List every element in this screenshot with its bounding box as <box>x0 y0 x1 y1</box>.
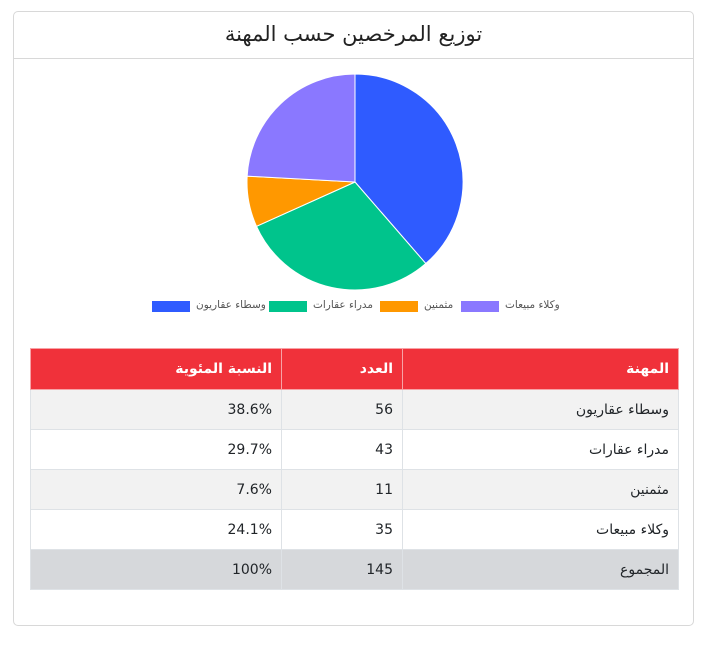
pie-slice-3 <box>246 73 356 183</box>
card-header: توزيع المرخصين حسب المهنة <box>14 12 693 59</box>
total-percent: 100% <box>30 549 282 590</box>
cell-count: 43 <box>281 429 403 470</box>
table-total-row: المجموع 145 100% <box>30 549 679 590</box>
cell-job: مثمنين <box>402 469 679 510</box>
legend-swatch <box>461 301 499 312</box>
cell-percent: 29.7% <box>30 429 282 470</box>
total-count: 145 <box>281 549 403 590</box>
legend-label: مدراء عقارات <box>313 299 374 311</box>
cell-percent: 24.1% <box>30 509 282 550</box>
header-percent: النسبة المئوية <box>30 348 282 390</box>
legend-swatch <box>269 301 307 312</box>
legend-swatch <box>152 301 190 312</box>
header-count: العدد <box>281 348 403 390</box>
pie-slice-0 <box>354 73 464 265</box>
legend-swatch <box>380 301 418 312</box>
cell-count: 35 <box>281 509 403 550</box>
cell-job: مدراء عقارات <box>402 429 679 470</box>
cell-count: 56 <box>281 389 403 430</box>
cell-percent: 38.6% <box>30 389 282 430</box>
header-job: المهنة <box>402 348 679 390</box>
table-row: وسطاء عقاريون 56 38.6% <box>30 389 679 430</box>
total-label: المجموع <box>402 549 679 590</box>
cell-job: وسطاء عقاريون <box>402 389 679 430</box>
pie-chart <box>246 73 464 291</box>
table-row: مدراء عقارات 43 29.7% <box>30 429 679 470</box>
chart-title: توزيع المرخصين حسب المهنة <box>224 22 483 46</box>
table-header-row: المهنة العدد النسبة المئوية <box>30 348 679 390</box>
cell-percent: 7.6% <box>30 469 282 510</box>
table-row: مثمنين 11 7.6% <box>30 469 679 510</box>
legend-label: مثمنين <box>424 299 454 311</box>
cell-job: وكلاء مبيعات <box>402 509 679 550</box>
data-table: المهنة العدد النسبة المئوية وسطاء عقاريو… <box>30 348 679 590</box>
cell-count: 11 <box>281 469 403 510</box>
table-row: وكلاء مبيعات 35 24.1% <box>30 509 679 550</box>
pie-slice-1 <box>255 181 427 291</box>
chart-legend: وسطاء عقاريون مدراء عقارات مثمنين وكلاء مبي… <box>0 297 710 315</box>
legend-label: وسطاء عقاريون <box>196 299 266 311</box>
legend-label: وكلاء مبيعات <box>505 299 560 311</box>
